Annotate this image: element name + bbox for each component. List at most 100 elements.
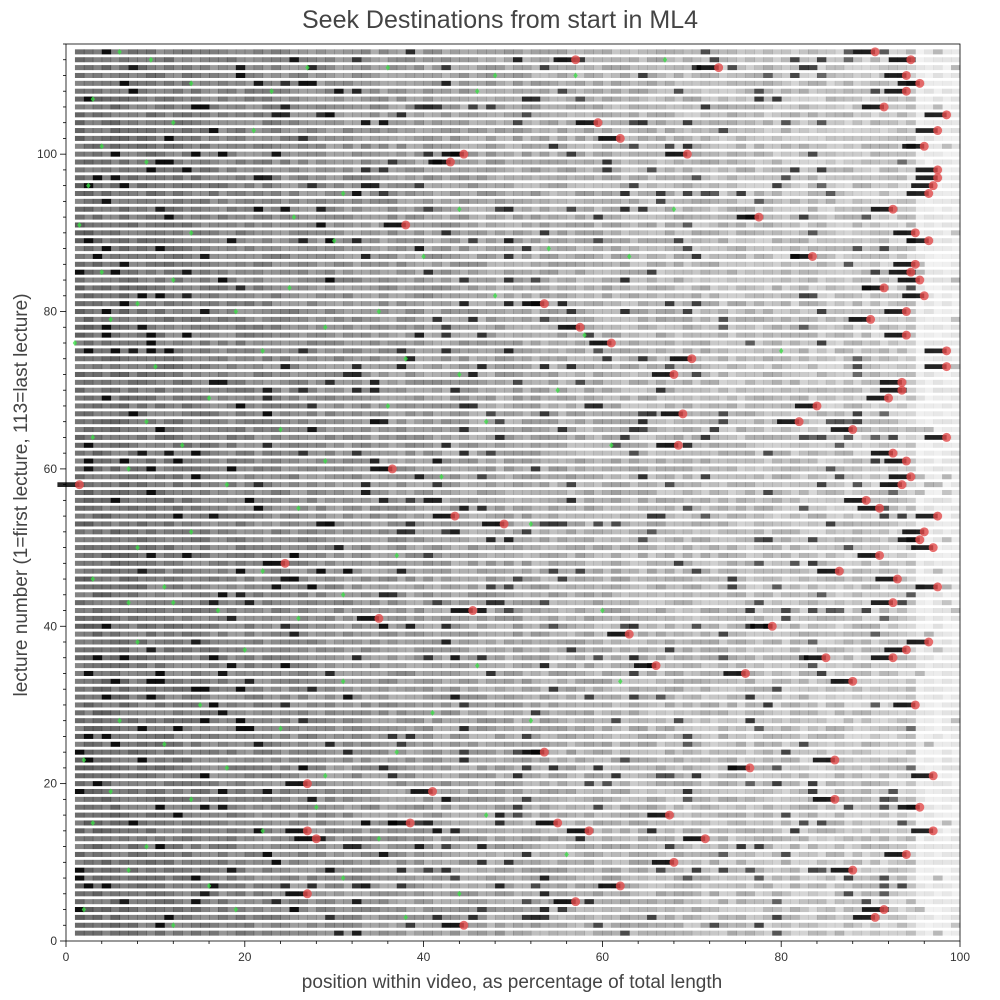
strip-cell (325, 883, 335, 889)
strip-cell (638, 914, 648, 920)
strip-cell (173, 765, 183, 771)
strip-cell (468, 592, 478, 598)
strip-cell (879, 836, 889, 842)
strip-cell (504, 678, 514, 684)
strip-cell (700, 623, 711, 629)
strip-cell (816, 592, 827, 598)
strip-cell (182, 710, 192, 716)
strip-cell (486, 647, 496, 653)
strip-cell (799, 851, 809, 857)
strip-cell (879, 844, 889, 850)
strip-cell (834, 765, 845, 771)
strip-cell (343, 796, 353, 802)
strip-cell (870, 757, 880, 763)
strip-cell (119, 907, 129, 913)
strip-cell (378, 615, 389, 621)
strip-cell (137, 718, 147, 724)
strip-cell (217, 726, 228, 732)
strip-cell (504, 844, 514, 850)
strip-cell (369, 647, 380, 653)
strip-cell (128, 749, 138, 755)
strip-cell (387, 899, 398, 905)
strip-cell (879, 773, 889, 779)
strip-cell (334, 584, 344, 590)
strip-cell (915, 576, 925, 582)
strip-cell (226, 836, 237, 842)
strip-cell (799, 812, 809, 818)
strip-row (74, 568, 961, 574)
strip-cell (548, 749, 559, 755)
strip-cell (298, 741, 308, 747)
strip-cell (611, 639, 621, 645)
strip-cell (128, 694, 138, 700)
strip-cell (727, 608, 737, 614)
strip-cell (119, 733, 129, 739)
strip-cell (146, 584, 156, 590)
strip-cell (816, 741, 827, 747)
strip-cell (843, 859, 854, 865)
strip-cell (888, 796, 898, 802)
strip-cell (352, 867, 362, 873)
strip-cell (217, 796, 228, 802)
strip-cell (289, 844, 299, 850)
strip-cell (879, 631, 889, 637)
strip-cell (378, 773, 389, 779)
strip-cell (736, 552, 746, 558)
strip-cell (83, 757, 94, 763)
strip-cell (647, 584, 657, 590)
strip-cell (432, 639, 442, 645)
strip-cell (369, 812, 380, 818)
strip-cell (566, 781, 576, 787)
strip-cell (933, 655, 943, 661)
strip-cell (745, 914, 755, 920)
strip-cell (584, 670, 594, 676)
strip-cell (575, 552, 585, 558)
strip-cell (271, 568, 281, 574)
strip-cell (352, 552, 362, 558)
strip-cell (521, 615, 532, 621)
strip-cell (584, 875, 594, 881)
strip-cell (861, 851, 871, 857)
strip-cell (209, 576, 219, 582)
strip-cell (691, 718, 702, 724)
strip-cell (611, 836, 621, 842)
strip-cell (584, 639, 594, 645)
strip-cell (790, 733, 800, 739)
strip-cell (468, 560, 478, 566)
strip-cell (387, 639, 398, 645)
strip-cell (441, 584, 451, 590)
strip-cell (164, 922, 174, 928)
strip-cell (781, 883, 791, 889)
strip-cell (691, 930, 702, 936)
strip-cell (781, 765, 791, 771)
strip-cell (754, 899, 764, 905)
strip-cell (504, 686, 514, 692)
strip-cell (477, 781, 487, 787)
strip-cell (432, 678, 442, 684)
strip-cell (504, 749, 514, 755)
strip-cell (816, 694, 827, 700)
strip-cell (83, 560, 94, 566)
strip-cell (74, 844, 85, 850)
strip-cell (942, 702, 952, 708)
strip-cell (173, 702, 183, 708)
strip-cell (548, 788, 559, 795)
strip-cell (834, 608, 845, 614)
strip-cell (548, 804, 559, 810)
strip-cell (504, 608, 514, 614)
strip-cell (468, 623, 478, 629)
strip-cell (477, 844, 487, 850)
strip-cell (611, 560, 621, 566)
strip-cell (763, 757, 773, 763)
strip-cell (325, 639, 335, 645)
strip-cell (119, 828, 129, 834)
strip-cell (200, 812, 210, 818)
strip-cell (629, 930, 639, 936)
strip-cell (897, 600, 907, 606)
strip-cell (915, 867, 925, 873)
strip-cell (682, 796, 693, 802)
strip-cell (772, 922, 782, 928)
strip-cell (888, 615, 898, 621)
strip-cell (593, 859, 603, 865)
strip-cell (548, 600, 559, 606)
